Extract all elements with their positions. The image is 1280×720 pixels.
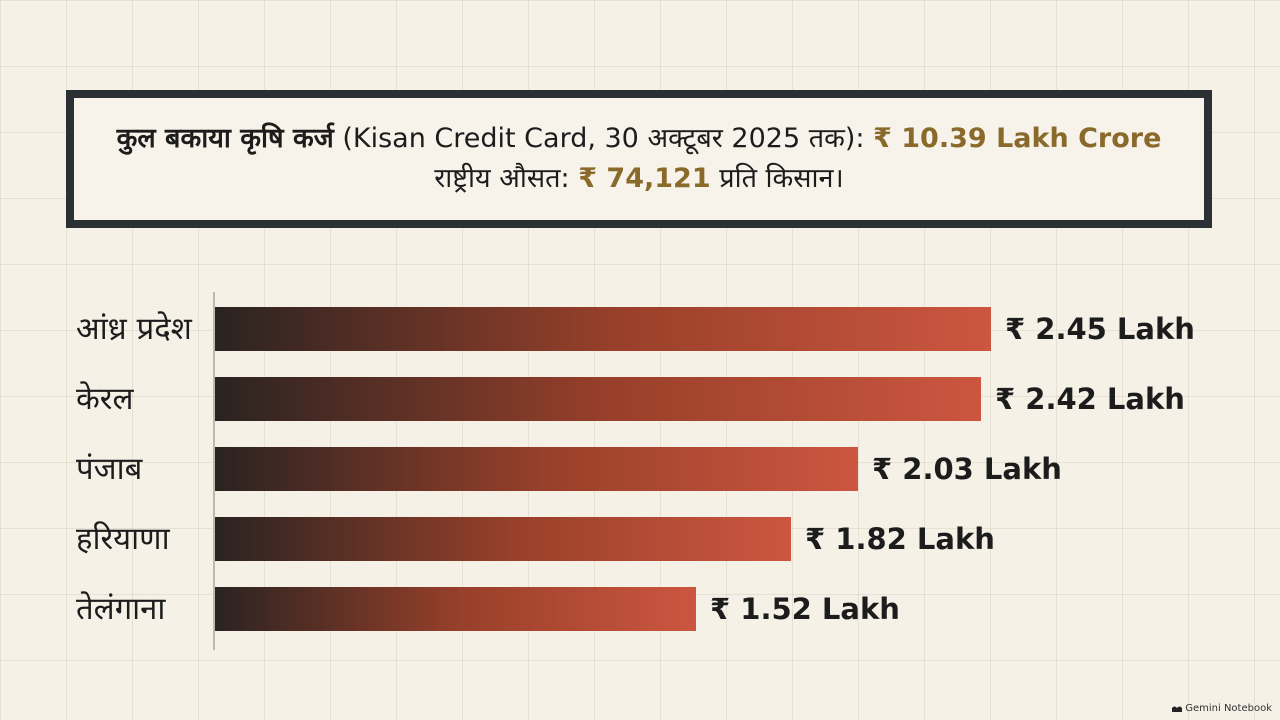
total-loan-value: ₹ 10.39 Lakh Crore bbox=[873, 123, 1162, 154]
category-label: पंजाब bbox=[76, 451, 143, 487]
bar-value-label: ₹ 1.52 Lakh bbox=[710, 592, 900, 626]
summary-title: कुल बकाया कृषि कर्ज bbox=[116, 123, 334, 154]
summary-line-1: कुल बकाया कृषि कर्ज (Kisan Credit Card, … bbox=[117, 119, 1162, 159]
bar-value-label: ₹ 1.82 Lakh bbox=[805, 522, 995, 556]
gemini-notebook-icon bbox=[1172, 706, 1183, 712]
category-label: तेलंगाना bbox=[76, 591, 166, 627]
bar bbox=[215, 377, 981, 421]
summary-subtitle: (Kisan Credit Card, 30 अक्टूबर 2025 तक): bbox=[333, 123, 874, 154]
category-label: हरियाणा bbox=[76, 521, 170, 557]
bar bbox=[215, 307, 991, 351]
category-label: केरल bbox=[76, 381, 134, 417]
bar-value-label: ₹ 2.42 Lakh bbox=[995, 382, 1185, 416]
national-average-label: राष्ट्रीय औसत: bbox=[434, 163, 579, 194]
category-label: आंध्र प्रदेश bbox=[76, 311, 192, 347]
bar bbox=[215, 517, 791, 561]
bar-value-label: ₹ 2.45 Lakh bbox=[1005, 312, 1195, 346]
bar bbox=[215, 587, 696, 631]
summary-line-2: राष्ट्रीय औसत: ₹ 74,121 प्रति किसान। bbox=[434, 159, 843, 199]
chart-axis-line bbox=[213, 292, 215, 650]
summary-box: कुल बकाया कृषि कर्ज (Kisan Credit Card, … bbox=[66, 90, 1212, 228]
bar-value-label: ₹ 2.03 Lakh bbox=[872, 452, 1062, 486]
national-average-value: ₹ 74,121 bbox=[578, 163, 711, 194]
watermark-text: Gemini Notebook bbox=[1185, 703, 1272, 714]
watermark: Gemini Notebook bbox=[1172, 703, 1272, 714]
bar bbox=[215, 447, 858, 491]
per-farmer-label: प्रति किसान। bbox=[710, 163, 844, 194]
